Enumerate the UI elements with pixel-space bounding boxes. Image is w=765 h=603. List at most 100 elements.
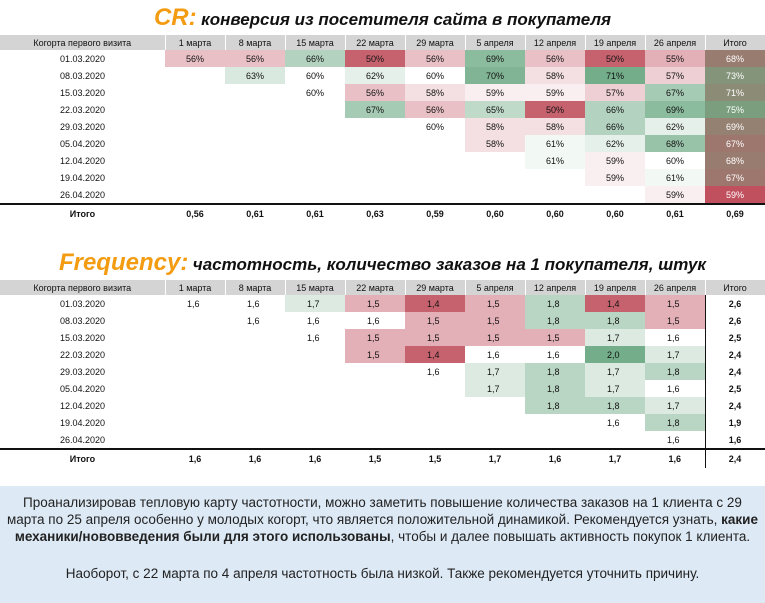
cr-header-cell: 8 марта: [225, 35, 286, 50]
cr-heat-cell: 59%: [465, 84, 525, 101]
cr-heat-cell: [465, 152, 525, 169]
freq-table-row: 08.03.2020 1,6 1,6 1,6 1,5 1,5 1,8 1,8 1,5 2,6: [0, 312, 765, 329]
cr-heat-cell: [345, 135, 405, 152]
freq-row-total: 2,6: [704, 312, 765, 329]
cr-cohort-label: 29.03.2020: [59, 121, 106, 132]
freq-heat-cell: 1,5: [465, 312, 525, 329]
freq-heat-cell: [345, 380, 405, 397]
freq-total-cell: 2,4: [704, 448, 765, 468]
freq-total-cell: 1,6: [285, 448, 345, 468]
cr-total-cell: 0,60: [525, 203, 585, 223]
freq-header-cell: 26 апреля: [645, 280, 706, 295]
cr-heat-cell: [165, 135, 225, 152]
cr-heat-cell: 60%: [405, 67, 465, 84]
freq-cohort-label: 05.04.2020: [59, 383, 106, 394]
freq-heat-cell: 1,7: [585, 380, 645, 397]
freq-total-cell: 1,6: [645, 448, 705, 468]
cr-heat-cell: 65%: [465, 101, 525, 118]
cr-heat-cell: 58%: [465, 118, 525, 135]
cr-heat-cell: [285, 169, 345, 186]
freq-heat-cell: 1,8: [525, 295, 585, 312]
freq-header-cell: 29 марта: [405, 280, 466, 295]
freq-header-cell: 12 апреля: [525, 280, 586, 295]
cr-heat-cell: 60%: [285, 84, 345, 101]
freq-heat-cell: 1,6: [225, 312, 285, 329]
cr-title-text: конверсия из посетителя сайта в покупате…: [201, 10, 612, 29]
cr-heat-cell: 50%: [525, 101, 585, 118]
cr-row-total: 59%: [705, 186, 765, 204]
cr-heat-cell: 58%: [405, 84, 465, 101]
cr-heat-cell: 56%: [405, 50, 465, 67]
cr-row-total: 69%: [705, 118, 765, 135]
cr-table-row: 08.03.2020 63% 60% 62% 60% 70% 58% 71% 57% 73%: [0, 67, 765, 84]
cr-heat-cell: 61%: [525, 135, 585, 152]
freq-heat-cell: 1,7: [285, 295, 345, 312]
cr-heat-cell: [165, 169, 225, 186]
freq-heat-cell: [225, 431, 285, 449]
freq-heat-cell: 1,6: [645, 431, 705, 449]
cr-heat-cell: 66%: [285, 50, 345, 67]
freq-heat-cell: [405, 414, 465, 431]
freq-heat-cell: [225, 363, 285, 380]
freq-heat-cell: 1,8: [525, 312, 585, 329]
cr-heat-cell: [405, 186, 465, 204]
note-paragraph-1: Проанализировав тепловую карту частотнос…: [6, 494, 759, 545]
freq-header-cell: 5 апреля: [465, 280, 526, 295]
cr-heat-cell: [525, 186, 585, 204]
cr-heat-cell: [285, 135, 345, 152]
freq-heat-cell: 2,0: [585, 346, 645, 363]
cr-heat-cell: [405, 152, 465, 169]
freq-total-cell: 1,6: [225, 448, 285, 468]
freq-total-cell: 1,5: [405, 448, 465, 468]
freq-heat-cell: [165, 363, 225, 380]
freq-heat-cell: [285, 346, 345, 363]
freq-total-row: Итого 1,6 1,6 1,6 1,5 1,5 1,7 1,6 1,7 1,6 2,4: [0, 448, 765, 468]
freq-heat-cell: [225, 397, 285, 414]
freq-total-cell: 1,7: [585, 448, 645, 468]
cr-heat-cell: 57%: [585, 84, 645, 101]
cr-heat-cell: [345, 169, 405, 186]
freq-heat-cell: 1,6: [585, 414, 645, 431]
freq-heat-cell: 1,6: [645, 329, 705, 346]
freq-heatmap-table: Когорта первого визита 1 марта 8 марта 15 м…: [0, 280, 765, 468]
cr-heat-cell: [165, 101, 225, 118]
cr-heat-cell: 63%: [225, 67, 285, 84]
freq-heat-cell: 1,7: [585, 329, 645, 346]
cr-heat-cell: 59%: [645, 186, 705, 204]
cr-heat-cell: [225, 186, 285, 204]
freq-table-row: 05.04.2020 1,7 1,8 1,7 1,6 2,5: [0, 380, 765, 397]
freq-heat-cell: 1,8: [585, 397, 645, 414]
freq-heat-cell: [525, 414, 585, 431]
freq-heat-cell: [225, 380, 285, 397]
note-paragraph-2: Наоборот, с 22 марта по 4 апреля частотн…: [65, 566, 700, 581]
cr-heat-cell: 67%: [345, 101, 405, 118]
freq-header-cell: 8 марта: [225, 280, 286, 295]
freq-total-cell: 1,6: [525, 448, 585, 468]
cr-heat-cell: [165, 186, 225, 204]
cr-heatmap-table: Когорта первого визита 1 марта 8 марта 15 м…: [0, 35, 765, 223]
cr-heat-cell: 56%: [345, 84, 405, 101]
freq-heat-cell: [225, 346, 285, 363]
cr-row-total: 75%: [705, 101, 765, 118]
cr-header-cell: 22 марта: [345, 35, 406, 50]
cr-total-cell: 0,60: [585, 203, 645, 223]
cr-header-row: Когорта первого визита 1 марта 8 марта 15 м…: [0, 35, 765, 50]
freq-heat-cell: 1,6: [285, 329, 345, 346]
note-bold-text: какие механики/нововведения были для это…: [14, 512, 758, 544]
freq-heat-cell: 1,7: [465, 380, 525, 397]
note-text-1: Проанализировав тепловую карту частотнос…: [7, 495, 742, 527]
freq-cohort-label: 26.04.2020: [59, 434, 106, 445]
cr-cohort-label: 22.03.2020: [59, 104, 106, 115]
freq-heat-cell: 1,5: [405, 329, 465, 346]
cr-title: CR: конверсия из посетителя сайта в поку…: [0, 4, 765, 32]
freq-heat-cell: 1,5: [465, 329, 525, 346]
freq-table-row: 19.04.2020 1,6 1,8 1,9: [0, 414, 765, 431]
cr-heat-cell: [405, 135, 465, 152]
freq-total-cell: 1,6: [165, 448, 225, 468]
cr-heat-cell: 67%: [645, 84, 705, 101]
freq-heat-cell: [585, 431, 645, 449]
cr-table-row: 19.04.2020 59% 61% 67%: [0, 169, 765, 186]
freq-heat-cell: [165, 329, 225, 346]
freq-heat-cell: [345, 431, 405, 449]
cr-heat-cell: 68%: [645, 135, 705, 152]
